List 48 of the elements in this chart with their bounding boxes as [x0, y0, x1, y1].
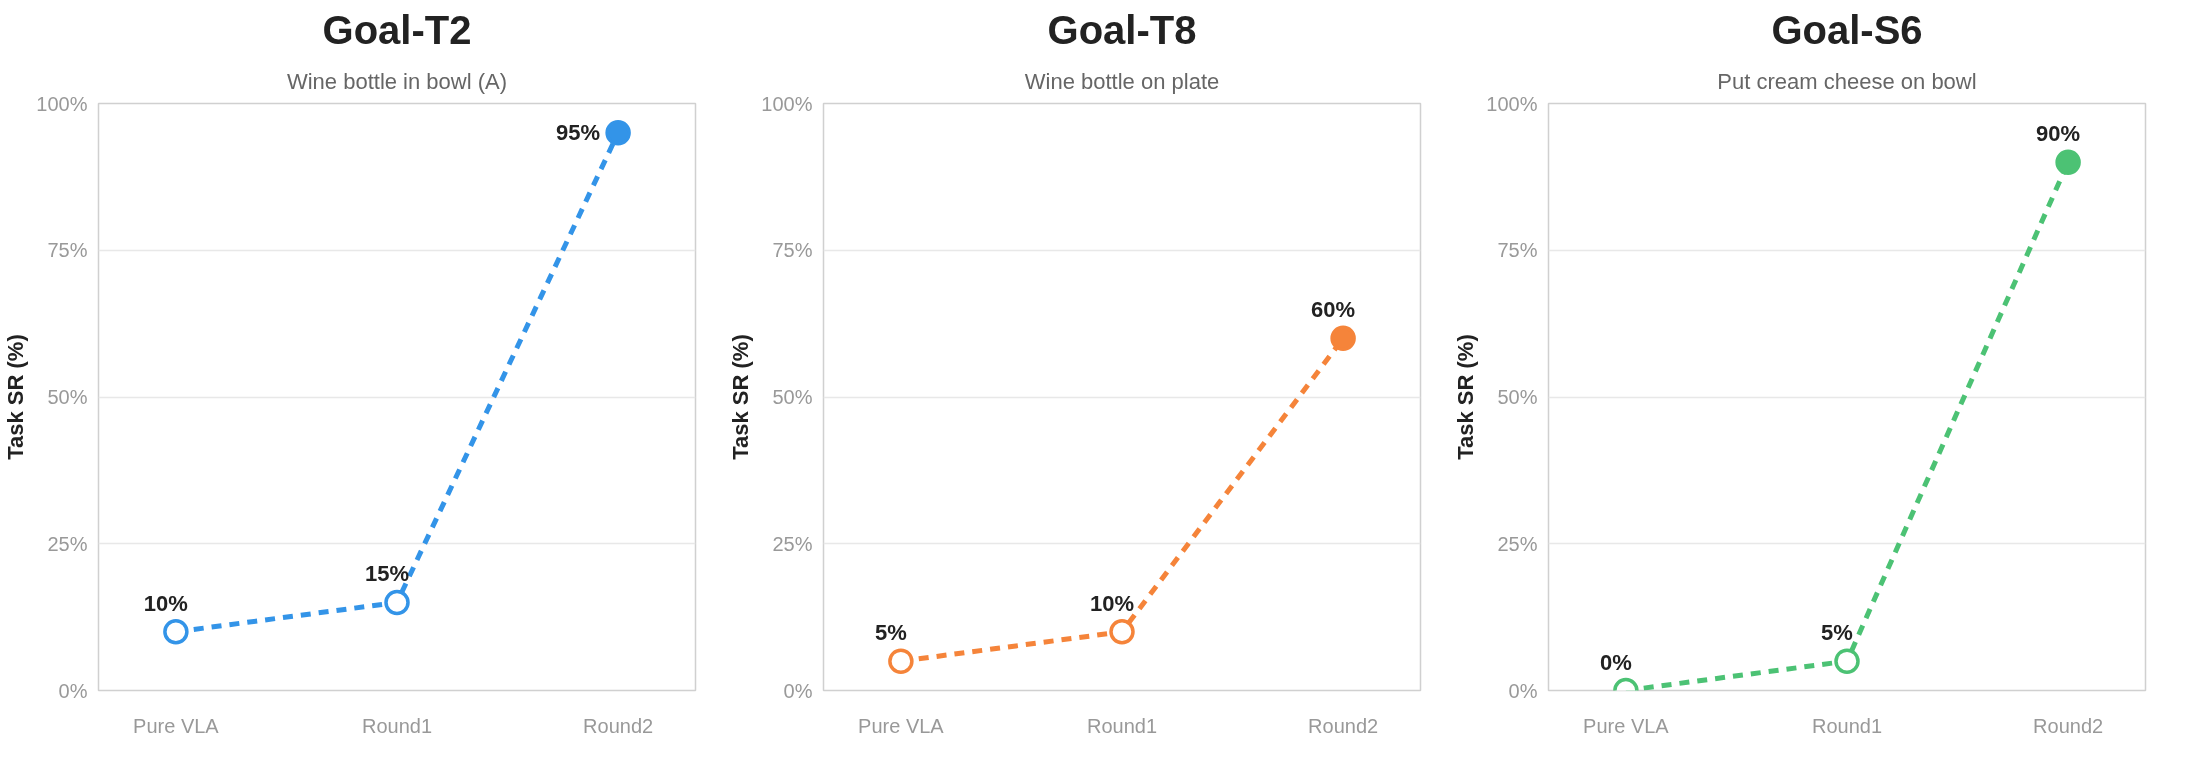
- chart-title: Goal-T2: [322, 7, 472, 52]
- y-tick-label: 100%: [36, 92, 88, 115]
- data-label: 90%: [2036, 121, 2081, 147]
- y-tick-label: 25%: [772, 532, 813, 555]
- data-label: 15%: [364, 561, 410, 587]
- x-tick-label: Round2: [583, 714, 654, 737]
- point: [1109, 619, 1135, 645]
- point: [888, 648, 914, 674]
- y-tick-label: 100%: [761, 92, 813, 115]
- y-tick-label: 25%: [1497, 532, 1538, 555]
- x-tick-label: Round1: [361, 714, 433, 737]
- y-tick-label: 75%: [47, 239, 88, 262]
- chart-subtitle: Wine bottle in bowl (A): [286, 68, 508, 94]
- chart-subtitle: Put cream cheese on bowl: [1717, 68, 1977, 94]
- x-tick-label: Round1: [1811, 714, 1883, 737]
- point: [1330, 325, 1356, 352]
- y-axis-title: Task SR (%): [1453, 334, 1479, 460]
- x-tick-label: Round2: [1308, 714, 1379, 737]
- y-tick-label: 50%: [47, 386, 88, 408]
- y-tick-label: 50%: [1497, 386, 1538, 408]
- y-tick-label: 50%: [772, 386, 813, 408]
- point: [384, 589, 410, 616]
- y-tick-label: 75%: [772, 239, 813, 262]
- data-label: 95%: [556, 119, 601, 145]
- x-tick-label: Round2: [2033, 714, 2104, 737]
- y-tick-label: 0%: [783, 679, 813, 702]
- data-label: 10%: [1089, 590, 1135, 616]
- y-tick-label: 100%: [1486, 92, 1538, 115]
- data-label: 60%: [1311, 297, 1356, 323]
- x-tick-label: Pure VLA: [858, 714, 945, 737]
- x-tick-label: Pure VLA: [133, 714, 220, 737]
- x-tick-label: Round1: [1086, 714, 1158, 737]
- chart-title: Goal-S6: [1771, 7, 1923, 52]
- y-tick-label: 0%: [58, 679, 88, 702]
- data-label: 10%: [143, 590, 188, 616]
- point: [605, 120, 631, 146]
- chart-subtitle: Wine bottle on plate: [1024, 68, 1220, 94]
- y-axis-title: Task SR (%): [728, 334, 754, 460]
- y-tick-label: 0%: [1508, 679, 1538, 702]
- chart-title: Goal-T8: [1047, 7, 1197, 52]
- x-tick-label: Pure VLA: [1583, 714, 1670, 737]
- data-label: 5%: [1821, 620, 1853, 646]
- data-label: 5%: [874, 620, 907, 646]
- y-tick-label: 75%: [1497, 239, 1538, 262]
- point: [163, 619, 189, 645]
- data-label: 0%: [1599, 649, 1632, 675]
- y-tick-label: 25%: [47, 532, 88, 555]
- y-axis-title: Task SR (%): [3, 334, 29, 460]
